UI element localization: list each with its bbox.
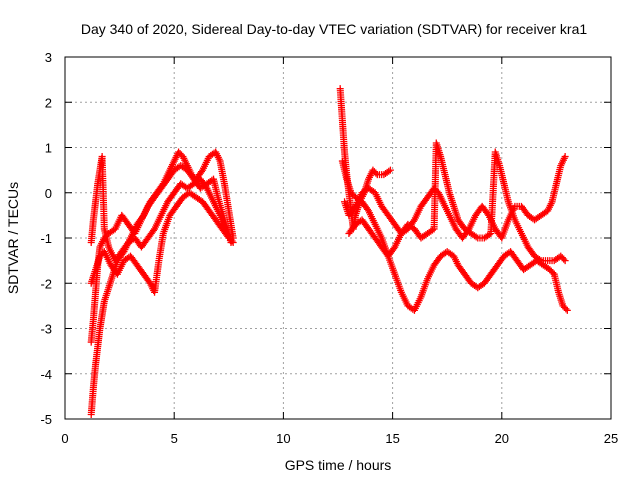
- data-point: [562, 305, 570, 313]
- axis-ticks: [64, 56, 612, 420]
- data-point: [549, 269, 557, 277]
- chart-title: Day 340 of 2020, Sidereal Day-to-day VTE…: [81, 21, 587, 37]
- data-point: [386, 166, 394, 174]
- data-point: [560, 255, 568, 263]
- y-tick-label--2: -2: [40, 276, 52, 291]
- y-tick-label-2: 2: [45, 95, 52, 110]
- data-point: [563, 306, 571, 314]
- y-tick-label--4: -4: [40, 367, 52, 382]
- y-axis-label: SDTVAR / TECUs: [5, 182, 21, 294]
- y-tick-label--3: -3: [40, 322, 52, 337]
- x-tick-label-15: 15: [385, 431, 399, 446]
- y-tick-label-3: 3: [45, 50, 52, 65]
- y-tick-label--5: -5: [40, 412, 52, 427]
- data-point: [561, 153, 569, 161]
- series-track-h: [345, 139, 569, 265]
- data-point: [224, 232, 232, 240]
- x-axis-label: GPS time / hours: [285, 457, 392, 473]
- x-tick-label-5: 5: [171, 431, 178, 446]
- data-point: [229, 239, 237, 247]
- data-point: [372, 169, 380, 177]
- y-tick-label-0: 0: [45, 186, 52, 201]
- x-tick-label-20: 20: [495, 431, 509, 446]
- data-points: [87, 85, 571, 418]
- axis-tick-labels: 0 5 10 15 20 25 -5 -4 -3 -2 -1 0 1 2 3: [40, 50, 618, 446]
- x-tick-label-10: 10: [276, 431, 290, 446]
- y-tick-label--1: -1: [40, 231, 52, 246]
- data-point: [228, 237, 236, 245]
- series-track-d: [87, 189, 233, 296]
- data-point: [535, 255, 543, 263]
- x-tick-label-25: 25: [604, 431, 618, 446]
- y-tick-label-1: 1: [45, 141, 52, 156]
- data-point: [561, 257, 569, 265]
- data-point: [385, 167, 393, 175]
- x-tick-label-0: 0: [61, 431, 68, 446]
- data-point: [472, 233, 480, 241]
- data-point: [225, 234, 233, 242]
